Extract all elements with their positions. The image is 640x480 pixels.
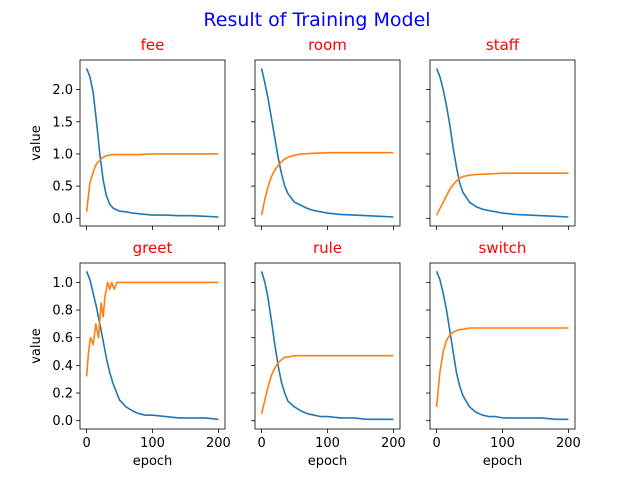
panel-greet-x-tick-label: 100 bbox=[140, 436, 165, 451]
panel-greet-x-tick-label: 200 bbox=[206, 436, 231, 451]
panel-fee-axes-frame bbox=[79, 59, 226, 227]
panel-fee-title: fee bbox=[141, 36, 165, 54]
panel-switch-title: switch bbox=[479, 239, 527, 257]
panel-switch-x-tick-label: 100 bbox=[490, 436, 515, 451]
panel-staff-title: staff bbox=[486, 36, 520, 54]
subplot-grid: fee 0.0 0.5 1.0 1.5 2.0 value room staff greet 0 10… bbox=[29, 36, 581, 469]
panel-greet: greet 0 100 200 0.0 0.2 0.4 0.6 0.8 1.0 value epoch bbox=[29, 239, 231, 469]
panel-greet-y-tick-label: 1.0 bbox=[52, 276, 73, 291]
panel-switch-x-tick-label: 200 bbox=[556, 436, 581, 451]
panel-switch-x-axis-label: epoch bbox=[483, 454, 523, 469]
panel-rule-x-axis-label: epoch bbox=[308, 454, 348, 469]
panel-greet-title: greet bbox=[133, 239, 173, 257]
panel-fee-y-axis-label: value bbox=[29, 125, 44, 161]
panel-rule-title: rule bbox=[313, 239, 342, 257]
panel-fee-series-orange-line bbox=[85, 153, 219, 212]
panel-fee-y-tick-label: 2.0 bbox=[52, 83, 73, 98]
panel-greet-x-axis-label: epoch bbox=[133, 454, 173, 469]
panel-rule-x-tick-label: 0 bbox=[257, 436, 265, 451]
panel-fee-y-tick-label: 0.0 bbox=[52, 212, 73, 227]
panel-rule-series-blue-line bbox=[260, 271, 394, 421]
panel-fee-y-tick-label: 1.5 bbox=[52, 115, 73, 130]
panel-staff-series-blue-line bbox=[435, 68, 569, 218]
panel-room: room bbox=[251, 36, 401, 230]
panel-room-axes-frame bbox=[254, 59, 401, 227]
panel-fee-y-tick-label: 0.5 bbox=[52, 180, 73, 195]
panel-greet-y-tick-label: 0.0 bbox=[52, 414, 73, 429]
panel-rule: rule 0 100 200 epoch bbox=[251, 239, 406, 469]
panel-switch-series-blue-line bbox=[435, 271, 569, 421]
panel-room-series-blue-line bbox=[260, 68, 394, 218]
panel-greet-y-tick-label: 0.6 bbox=[52, 331, 73, 346]
panel-greet-axes-frame bbox=[79, 262, 226, 430]
figure-title: Result of Training Model bbox=[203, 9, 430, 31]
panel-greet-x-tick-label: 0 bbox=[82, 436, 90, 451]
panel-switch-series-orange-line bbox=[435, 327, 569, 407]
panel-fee: fee 0.0 0.5 1.0 1.5 2.0 value bbox=[29, 36, 226, 230]
panel-room-title: room bbox=[308, 36, 347, 54]
panel-switch: switch 0 100 200 epoch bbox=[426, 239, 581, 469]
panel-greet-y-tick-label: 0.8 bbox=[52, 304, 73, 319]
panel-rule-x-tick-label: 100 bbox=[315, 436, 340, 451]
panel-greet-y-tick-label: 0.2 bbox=[52, 387, 73, 402]
panel-rule-x-tick-label: 200 bbox=[381, 436, 406, 451]
panel-rule-axes-frame bbox=[254, 262, 401, 430]
panel-greet-y-axis-label: value bbox=[29, 328, 44, 364]
panel-greet-series-orange-line bbox=[85, 281, 219, 377]
panel-greet-y-tick-label: 0.4 bbox=[52, 359, 73, 374]
panel-rule-series-orange-line bbox=[260, 354, 394, 414]
panel-room-series-orange-line bbox=[260, 151, 394, 216]
panel-staff: staff bbox=[426, 36, 576, 230]
panel-switch-x-tick-label: 0 bbox=[432, 436, 440, 451]
panel-greet-series-blue-line bbox=[85, 271, 219, 421]
panel-fee-series-blue-line bbox=[85, 68, 219, 218]
panel-staff-series-orange-line bbox=[435, 172, 569, 216]
panel-fee-y-tick-label: 1.0 bbox=[52, 147, 73, 162]
